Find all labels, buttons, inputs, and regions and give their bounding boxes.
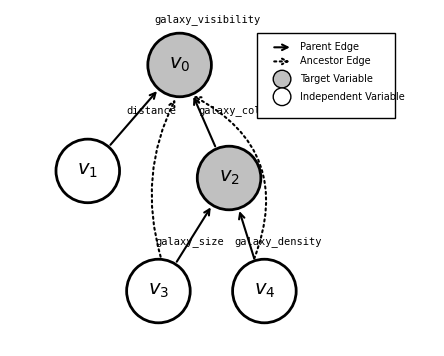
- Circle shape: [197, 146, 261, 210]
- Text: $v_3$: $v_3$: [148, 282, 169, 300]
- Text: Target Variable: Target Variable: [300, 74, 373, 84]
- Text: distance: distance: [127, 106, 176, 116]
- Circle shape: [233, 259, 296, 323]
- Circle shape: [127, 259, 190, 323]
- Text: galaxy_size: galaxy_size: [156, 236, 225, 247]
- Text: Parent Edge: Parent Edge: [300, 42, 359, 52]
- Circle shape: [148, 33, 211, 97]
- Text: $v_2$: $v_2$: [218, 169, 239, 187]
- Text: galaxy_color: galaxy_color: [198, 105, 274, 116]
- FancyBboxPatch shape: [258, 33, 395, 118]
- Text: $v_1$: $v_1$: [77, 162, 98, 180]
- Text: Ancestor Edge: Ancestor Edge: [300, 57, 370, 67]
- Circle shape: [56, 139, 119, 203]
- Text: galaxy_density: galaxy_density: [235, 236, 322, 247]
- Text: Independent Variable: Independent Variable: [300, 92, 404, 102]
- Text: $v_4$: $v_4$: [254, 282, 275, 300]
- Circle shape: [273, 70, 291, 88]
- Text: galaxy_visibility: galaxy_visibility: [155, 14, 261, 25]
- Circle shape: [273, 88, 291, 106]
- Text: $v_0$: $v_0$: [169, 56, 190, 74]
